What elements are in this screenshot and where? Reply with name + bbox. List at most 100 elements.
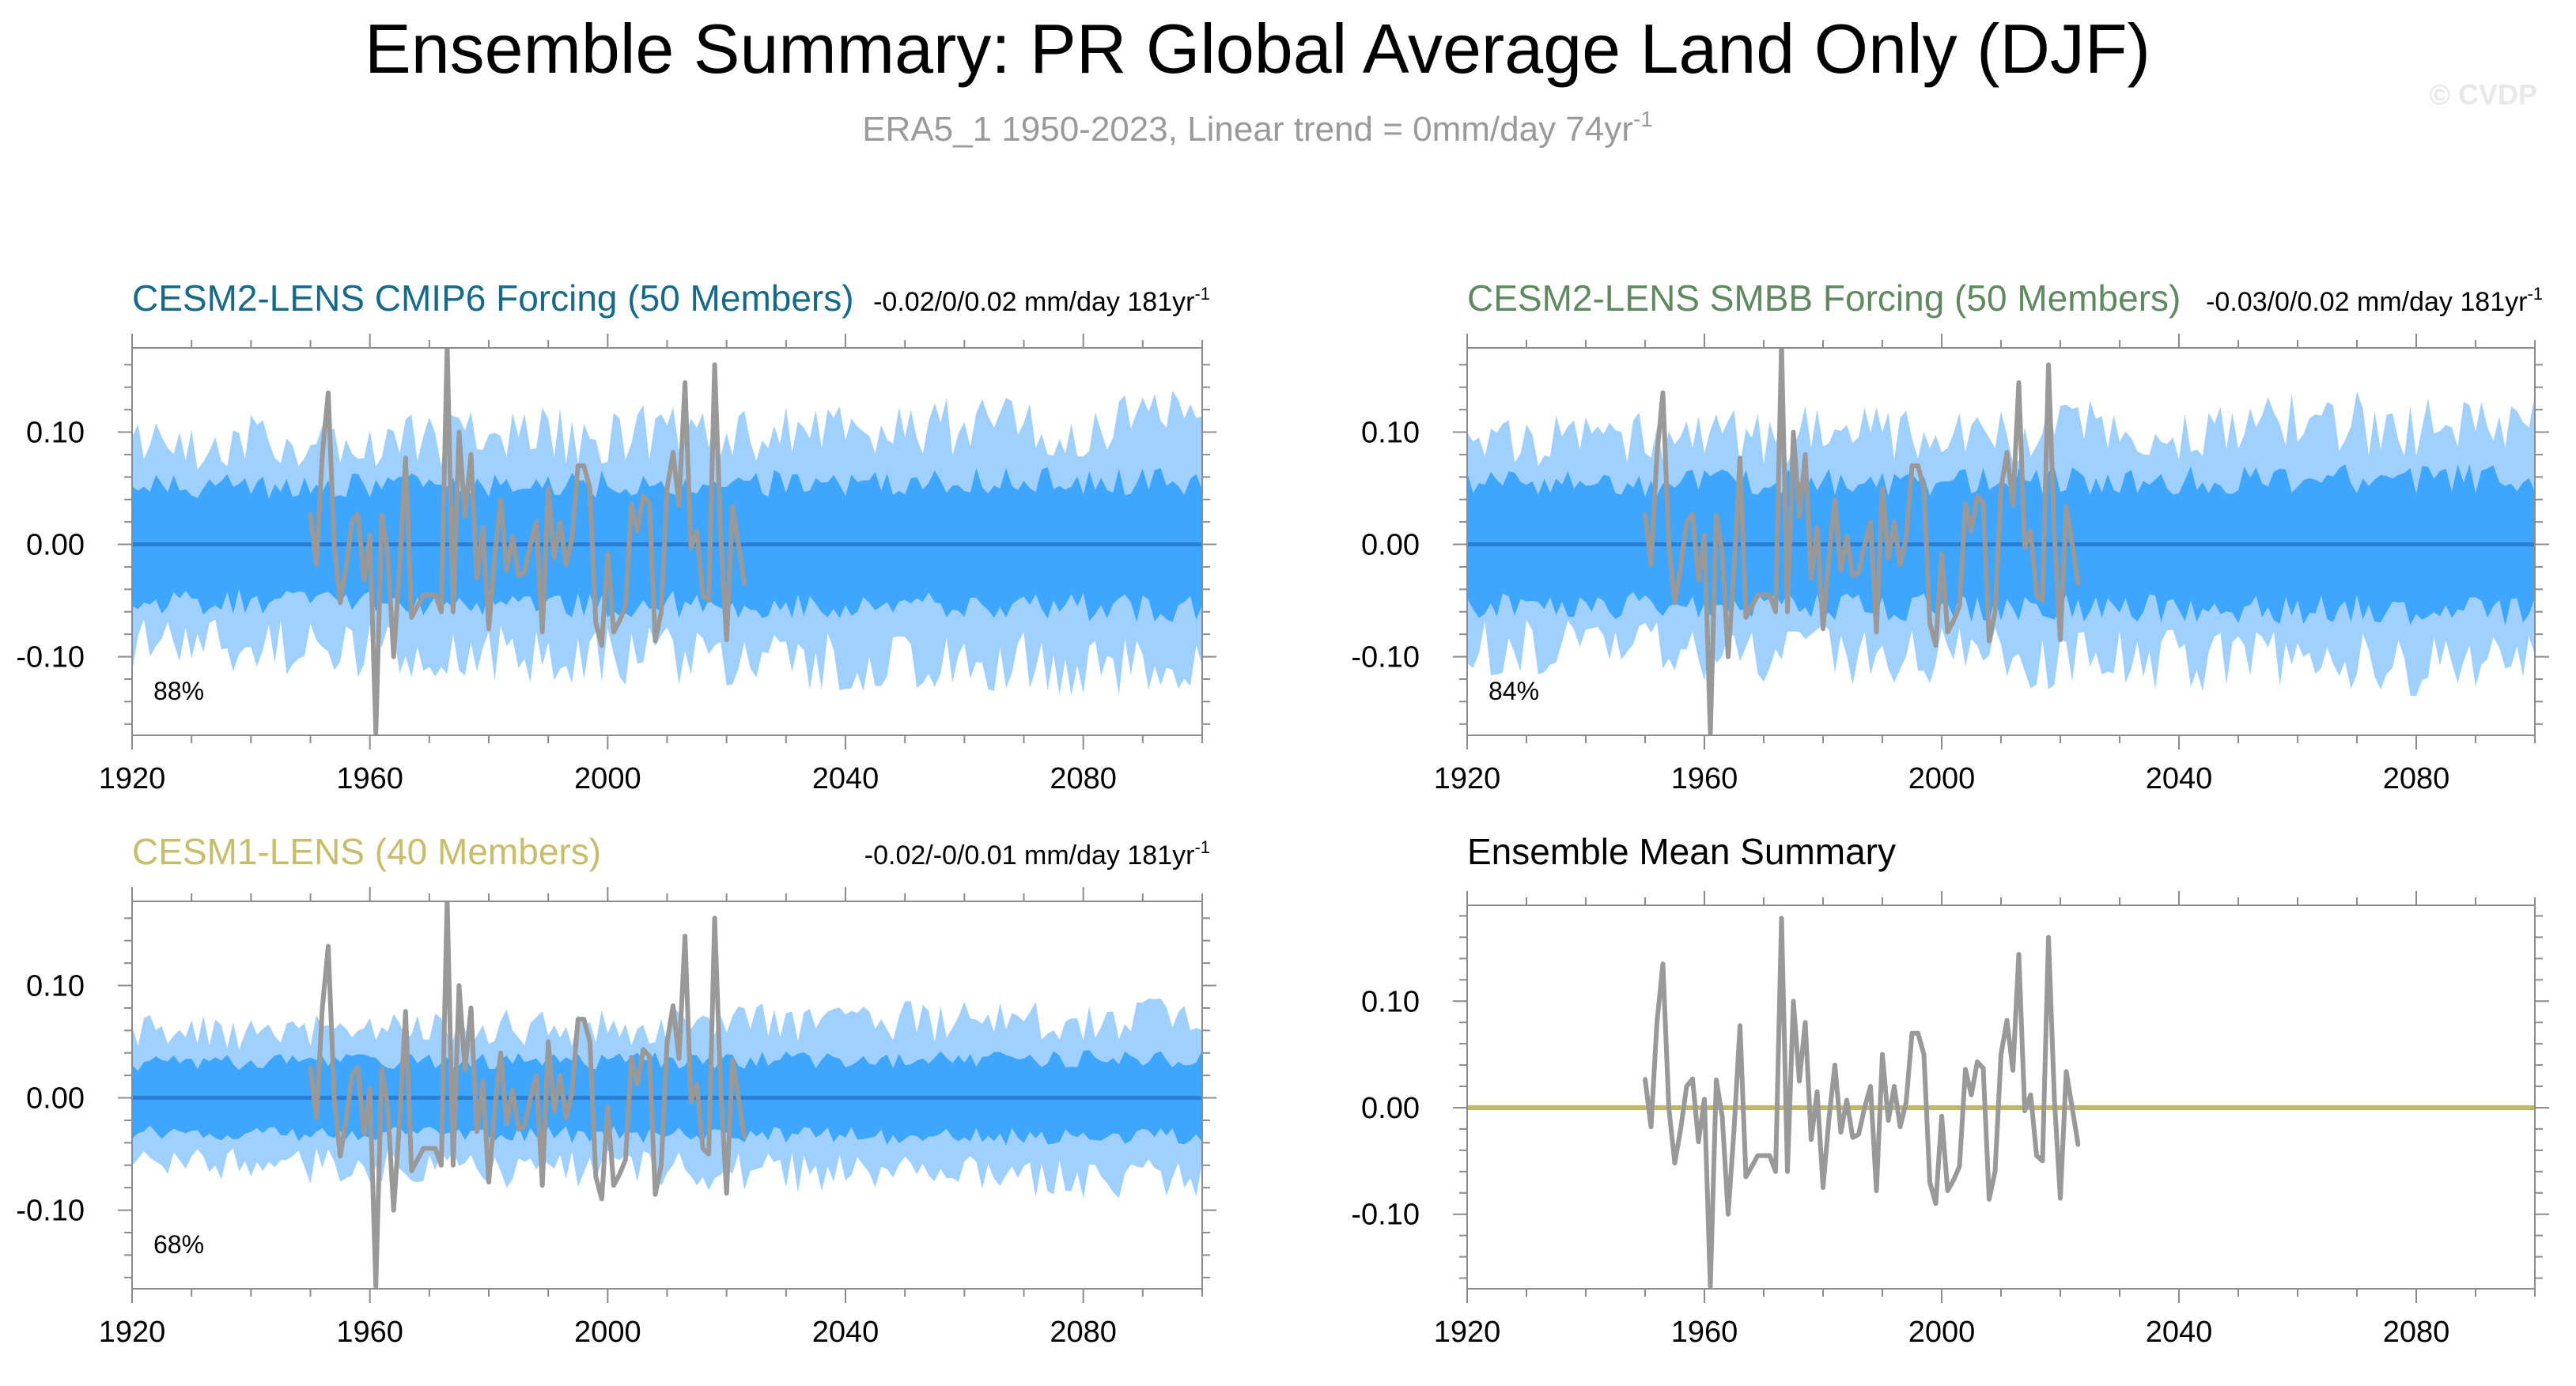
obs-point: [344, 565, 349, 569]
obs-point: [665, 1040, 669, 1044]
obs-point: [730, 504, 735, 508]
x-tick-label: 2080: [2383, 1316, 2450, 1349]
obs-point: [1714, 513, 1719, 518]
obs-point: [1874, 629, 1878, 634]
obs-point: [593, 1174, 598, 1179]
obs-point: [1927, 621, 1932, 625]
obs-point: [540, 1183, 545, 1188]
obs-point: [1720, 1114, 1724, 1119]
obs-point: [1856, 570, 1861, 575]
obs-point: [2052, 533, 2056, 538]
obs-point: [308, 1065, 312, 1070]
obs-point: [1963, 501, 1968, 506]
obs-point: [528, 1096, 533, 1101]
obs-point: [498, 497, 503, 502]
obs-point: [588, 486, 592, 490]
obs-point: [326, 944, 331, 949]
obs-point: [385, 1105, 390, 1109]
obs-point: [368, 533, 373, 538]
obs-point: [1815, 525, 1819, 530]
obs-point: [409, 1169, 414, 1173]
obs-point: [1969, 1093, 1973, 1097]
obs-point: [1946, 1188, 1950, 1193]
obs-point: [1839, 568, 1843, 572]
x-tick-label: 1920: [1434, 762, 1501, 795]
obs-point: [1643, 512, 1647, 516]
obs-point: [706, 599, 711, 603]
obs-point: [481, 525, 485, 530]
obs-point: [629, 501, 634, 506]
obs-point: [481, 1078, 485, 1083]
obs-point: [1898, 1124, 1902, 1129]
obs-point: [385, 551, 390, 556]
obs-point: [581, 463, 586, 468]
obs-point: [1738, 1023, 1742, 1028]
obs-point: [635, 1082, 640, 1086]
obs-point: [439, 610, 444, 614]
obs-point: [338, 1154, 342, 1158]
obs-point: [392, 655, 396, 659]
obs-point: [397, 565, 402, 569]
obs-point: [558, 519, 562, 524]
obs-point: [1851, 1135, 1855, 1140]
obs-point: [1868, 519, 1873, 524]
obs-point: [350, 519, 354, 524]
obs-point: [1732, 565, 1736, 569]
obs-point: [1809, 576, 1814, 580]
obs-point: [361, 1131, 366, 1136]
x-tick-label: 2080: [1050, 762, 1117, 795]
obs-point: [569, 536, 574, 541]
obs-line: [1643, 348, 2081, 735]
y-tick-label: 0.10: [1361, 985, 1420, 1018]
obs-point: [2041, 599, 2045, 603]
obs-point: [2064, 504, 2068, 508]
panel-summary: 1920 1960 2000 2040 2080 -0.10 0.00 0.10 Ensembl…: [1351, 831, 2549, 1349]
obs-point: [588, 1040, 592, 1044]
obs-point: [1690, 512, 1695, 516]
obs-point: [1993, 1169, 1997, 1174]
obs-point: [730, 1057, 735, 1062]
panel-trend-exponent: -1: [1194, 837, 1210, 857]
x-tick-label: 2080: [2383, 762, 2450, 795]
obs-point: [350, 1073, 354, 1078]
obs-point: [1702, 533, 1707, 538]
obs-point: [1910, 463, 1914, 468]
obs-point: [2064, 1069, 2068, 1074]
obs-point: [1678, 1127, 1683, 1131]
panel-percent: 68%: [153, 1230, 204, 1259]
obs-point: [581, 1017, 586, 1022]
obs-point: [1726, 1212, 1731, 1217]
obs-point: [1780, 916, 1784, 920]
obs-point: [463, 514, 467, 519]
obs-point: [1922, 486, 1926, 490]
panel-percent: 84%: [1488, 677, 1539, 705]
obs-point: [659, 1163, 664, 1168]
obs-point: [2034, 1154, 2039, 1158]
obs-point: [1702, 1097, 1707, 1101]
obs-point: [1892, 519, 1897, 524]
obs-point: [605, 551, 610, 556]
x-tick-label: 1960: [336, 762, 403, 795]
obs-point: [1785, 1169, 1790, 1174]
obs-point: [1821, 1185, 1825, 1190]
obs-point: [1934, 643, 1938, 648]
obs-point: [2017, 952, 2021, 957]
obs-point: [332, 542, 337, 547]
obs-point: [665, 486, 669, 490]
obs-point: [1749, 1164, 1754, 1169]
obs-point: [653, 639, 657, 644]
obs-point: [2022, 1108, 2027, 1113]
panel-trend-text: -0.03/0/0.02 mm/day 181yr: [2206, 287, 2527, 317]
obs-point: [505, 1121, 509, 1126]
obs-point: [522, 1124, 527, 1128]
obs-point: [493, 553, 497, 558]
obs-point: [2058, 637, 2063, 642]
obs-point: [1827, 1116, 1831, 1120]
obs-point: [2046, 362, 2051, 367]
obs-point: [1975, 494, 1980, 498]
plot-area: [1467, 348, 2535, 735]
obs-point: [1797, 514, 1802, 519]
obs-point: [2058, 1196, 2063, 1200]
obs-point: [1844, 534, 1849, 539]
panel-title: CESM1-LENS (40 Members): [132, 831, 601, 872]
